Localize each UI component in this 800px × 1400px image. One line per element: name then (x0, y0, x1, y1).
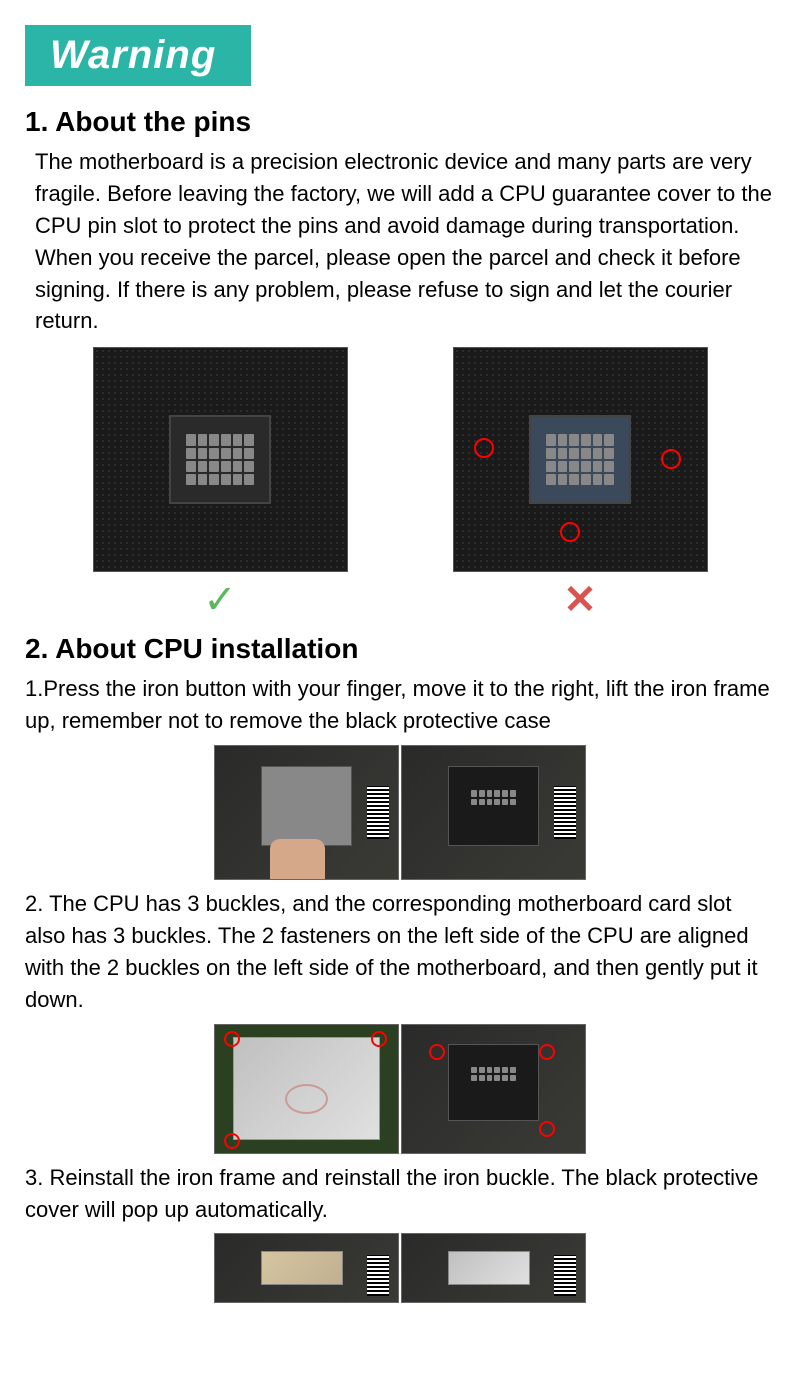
step1-images (0, 745, 800, 880)
step1-image-right (401, 745, 586, 880)
step2-image-socket (401, 1024, 586, 1154)
warning-badge: Warning (25, 25, 251, 86)
step3-image-left (214, 1233, 399, 1303)
checkmark-icon: ✓ (203, 577, 237, 623)
socket-buckle-circle-3 (539, 1121, 555, 1137)
step1-text: 1.Press the iron button with your finger… (25, 673, 775, 737)
step2-images (0, 1024, 800, 1154)
step3-image-right (401, 1233, 586, 1303)
socket-bad-column: ✕ (453, 347, 708, 623)
defect-circle-3 (560, 522, 580, 542)
section2-heading: 2. About CPU installation (25, 633, 775, 665)
cross-icon: ✕ (563, 577, 597, 623)
defect-circle-1 (474, 438, 494, 458)
defect-circle-2 (661, 449, 681, 469)
step2-text: 2. The CPU has 3 buckles, and the corres… (25, 888, 775, 1016)
socket-good-image (93, 347, 348, 572)
step3-text: 3. Reinstall the iron frame and reinstal… (25, 1162, 775, 1226)
step1-image-left (214, 745, 399, 880)
cpu-buckle-circle-2 (371, 1031, 387, 1047)
socket-buckle-circle-2 (539, 1044, 555, 1060)
socket-good-column: ✓ (93, 347, 348, 623)
socket-buckle-circle-1 (429, 1044, 445, 1060)
section1-heading: 1. About the pins (25, 106, 775, 138)
socket-bad-image (453, 347, 708, 572)
cpu-buckle-circle-3 (224, 1133, 240, 1149)
step3-images (0, 1233, 800, 1303)
step2-image-cpu (214, 1024, 399, 1154)
socket-comparison-row: ✓ ✕ (40, 347, 760, 623)
section1-text: The motherboard is a precision electroni… (35, 146, 775, 337)
